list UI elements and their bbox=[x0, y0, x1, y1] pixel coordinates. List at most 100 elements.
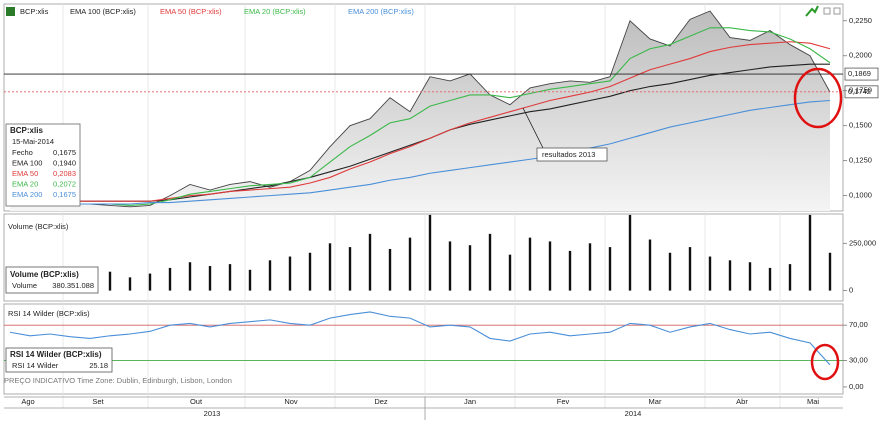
volume-bar bbox=[588, 243, 592, 291]
price-tag-label: 0,1742 bbox=[848, 87, 871, 96]
volume-bar bbox=[508, 254, 512, 291]
month-label: Nov bbox=[284, 397, 298, 406]
volume-bar bbox=[488, 233, 492, 291]
series-line bbox=[9, 27, 831, 206]
year-label: 2014 bbox=[625, 409, 642, 418]
volume-bar bbox=[148, 273, 152, 291]
rsi-box bbox=[5, 347, 113, 373]
rsi-box-value: 25.18 bbox=[89, 361, 108, 370]
month-label: Out bbox=[190, 397, 203, 406]
info-box bbox=[5, 123, 81, 207]
info-label: EMA 100 bbox=[12, 158, 42, 167]
volume-bar bbox=[468, 245, 472, 291]
maximize-icon[interactable] bbox=[823, 7, 831, 15]
annotation-leader bbox=[522, 107, 546, 153]
volume-bar bbox=[828, 252, 832, 291]
volume-box-title: Volume (BCP:xlis) bbox=[10, 270, 79, 279]
annotation-box bbox=[536, 147, 608, 162]
price-tag-box bbox=[844, 85, 879, 99]
info-label: EMA 200 bbox=[12, 190, 42, 199]
price-line bbox=[9, 10, 831, 208]
volume-bar bbox=[808, 214, 812, 291]
volume-bar bbox=[608, 247, 612, 291]
volume-box-value: 380.351.088 bbox=[52, 281, 94, 290]
volume-bar bbox=[228, 264, 232, 291]
month-label: Set bbox=[92, 397, 104, 406]
highlight-circle bbox=[810, 343, 840, 381]
highlight-circle bbox=[793, 67, 843, 129]
logo-icon[interactable] bbox=[6, 7, 15, 16]
volume-bar bbox=[268, 260, 272, 291]
info-value: 0,1940 bbox=[53, 158, 76, 167]
month-label: Dez bbox=[374, 397, 388, 406]
volume-bar bbox=[668, 252, 672, 291]
y-tick-label: 0 bbox=[849, 286, 853, 295]
volume-bar bbox=[708, 256, 712, 291]
legend: BCP:xlis EMA 100 (BCP:xlis) EMA 50 (BCP:xl… bbox=[20, 7, 414, 16]
volume-bar bbox=[548, 241, 552, 291]
y-tick-label: 0,00 bbox=[849, 382, 864, 391]
volume-bar bbox=[528, 237, 532, 291]
volume-bar bbox=[128, 277, 132, 291]
price-tag-label: 0,1869 bbox=[848, 69, 871, 78]
info-date: 15-Mai-2014 bbox=[12, 137, 54, 146]
price-tag-box bbox=[844, 67, 879, 81]
volume-panel-title: Volume (BCP:xlis) bbox=[8, 222, 69, 231]
info-label: EMA 20 bbox=[12, 179, 38, 188]
info-value: 0,1675 bbox=[53, 190, 76, 199]
volume-bar bbox=[408, 237, 412, 291]
volume-bar bbox=[248, 269, 252, 291]
y-tick-label: 0,1000 bbox=[849, 191, 872, 200]
price-area bbox=[10, 10, 830, 212]
volume-bar bbox=[368, 233, 372, 291]
volume-bar bbox=[728, 260, 732, 291]
month-label: Mar bbox=[649, 397, 662, 406]
volume-bar bbox=[688, 247, 692, 291]
close-icon[interactable] bbox=[833, 7, 841, 15]
volume-bar bbox=[208, 266, 212, 291]
volume-bar bbox=[448, 241, 452, 291]
y-tick-label: 250,000 bbox=[849, 238, 876, 247]
y-tick-label: 0,2250 bbox=[849, 16, 872, 25]
rsi-panel-frame bbox=[3, 303, 844, 395]
series-line bbox=[9, 311, 831, 366]
y-tick-label: 0,1250 bbox=[849, 156, 872, 165]
volume-bar bbox=[428, 214, 432, 291]
volume-bar bbox=[768, 267, 772, 291]
series-line bbox=[10, 41, 831, 202]
y-tick-label: 0,1750 bbox=[849, 86, 872, 95]
rsi-box-label: RSI 14 Wilder bbox=[12, 361, 59, 370]
volume-bar bbox=[328, 243, 332, 291]
volume-bar bbox=[788, 264, 792, 291]
volume-bar bbox=[168, 267, 172, 291]
month-label: Mai bbox=[807, 397, 819, 406]
footer-note: PREÇO INDICATIVO Time Zone: Dublin, Edin… bbox=[4, 376, 232, 385]
time-axis: Ago Set Out Nov Dez Jan Fev Mar Abr Mai 2013 2014 bbox=[21, 397, 819, 420]
info-label: Fecho bbox=[12, 148, 33, 157]
y-tick-label: 70,00 bbox=[849, 320, 868, 329]
volume-box bbox=[5, 266, 99, 294]
volume-bar bbox=[348, 247, 352, 291]
info-rows: Fecho 0,1675 EMA 100 0,1940 EMA 50 0,2083 EMA … bbox=[12, 148, 76, 199]
trend-icon[interactable] bbox=[805, 5, 819, 17]
y-tick-label: 0,1500 bbox=[849, 121, 872, 130]
legend-entry: EMA 200 (BCP:xlis) bbox=[348, 7, 414, 16]
volume-box-label: Volume bbox=[12, 281, 37, 290]
info-value: 0,2072 bbox=[53, 179, 76, 188]
plot-layer: 0,1869 0,1742 0,1000 0,1250 0,1500 0,1750 0,20… bbox=[4, 10, 879, 391]
month-label: Jan bbox=[464, 397, 476, 406]
y-tick-label: 30,00 bbox=[849, 355, 868, 364]
month-label: Fev bbox=[557, 397, 570, 406]
volume-bar bbox=[288, 256, 292, 291]
volume-bar bbox=[748, 262, 752, 291]
info-title: BCP:xlis bbox=[10, 126, 43, 135]
info-value: 0,1675 bbox=[53, 148, 76, 157]
volume-bar bbox=[308, 252, 312, 291]
y-tick-label: 0,2000 bbox=[849, 51, 872, 60]
volume-bar bbox=[388, 248, 392, 291]
legend-entry: EMA 50 (BCP:xlis) bbox=[160, 7, 222, 16]
rsi-panel-title: RSI 14 Wilder (BCP:xlis) bbox=[8, 309, 90, 318]
legend-entry: EMA 20 (BCP:xlis) bbox=[244, 7, 306, 16]
volume-bar bbox=[108, 271, 112, 291]
